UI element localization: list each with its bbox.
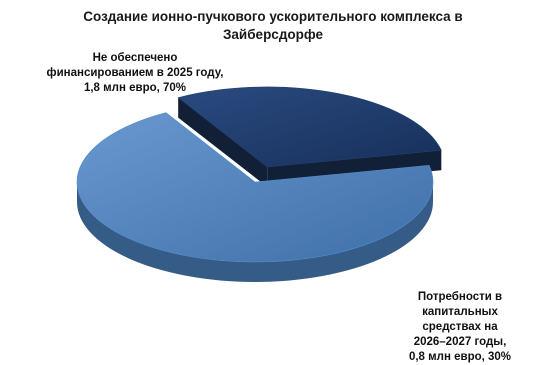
slice-label-unfunded-line-2: финансированием в 2025 году, bbox=[46, 67, 224, 79]
chart-title-line-2: Зайберсдорфе bbox=[222, 27, 324, 42]
slice-label-capital-needs-line-2: средствах на bbox=[422, 321, 498, 333]
pie-slice-capital-needs bbox=[177, 86, 442, 168]
slice-label-unfunded-line-1: Не обеспечено bbox=[92, 52, 178, 64]
pie-slice-capital-needs-cut-face bbox=[178, 97, 268, 187]
slice-label-capital-needs-line-1: Потребности в капитальных bbox=[417, 291, 503, 318]
pie-layer bbox=[76, 86, 442, 282]
slice-label-capital-needs-line-4: 0,8 млн евро, 30% bbox=[408, 351, 512, 363]
pie-slice-unfunded-rim bbox=[77, 182, 433, 282]
pie-chart bbox=[76, 86, 442, 282]
chart-title-line-1: Создание ионно-пучкового ускорительного … bbox=[83, 9, 463, 24]
slice-label-capital-needs: Потребности в капитальных средствах на 2… bbox=[380, 290, 540, 365]
slice-label-unfunded-line-3: 1,8 млн евро, 70% bbox=[83, 82, 187, 94]
chart-title: Создание ионно-пучкового ускорительного … bbox=[0, 8, 546, 44]
pie-slice-unfunded bbox=[76, 112, 434, 263]
slice-label-capital-needs-line-3: 2026–2027 годы, bbox=[413, 336, 507, 348]
slice-label-unfunded: Не обеспечено финансированием в 2025 год… bbox=[40, 51, 230, 96]
